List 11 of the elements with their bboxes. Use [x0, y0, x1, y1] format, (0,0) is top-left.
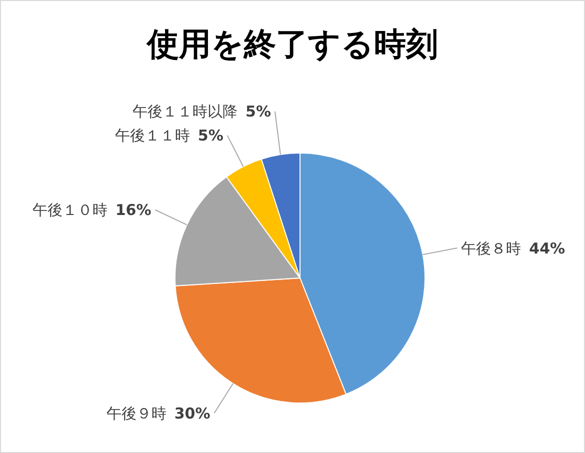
slice-label: 午後１１時以降 — [132, 102, 238, 121]
slice-label: 午後８時 — [461, 239, 522, 258]
chart-title: 使用を終了する時刻 — [146, 25, 438, 63]
data-label: 5% — [198, 126, 224, 145]
slice-label: 午後９時 — [106, 404, 166, 422]
data-label: 30% — [174, 404, 210, 422]
slice-label: 午後１０時 — [32, 201, 108, 220]
data-label: 5% — [246, 102, 271, 121]
data-label: 44% — [529, 239, 566, 258]
data-label: 16% — [115, 201, 152, 220]
slice-label: 午後１１時 — [114, 126, 190, 145]
